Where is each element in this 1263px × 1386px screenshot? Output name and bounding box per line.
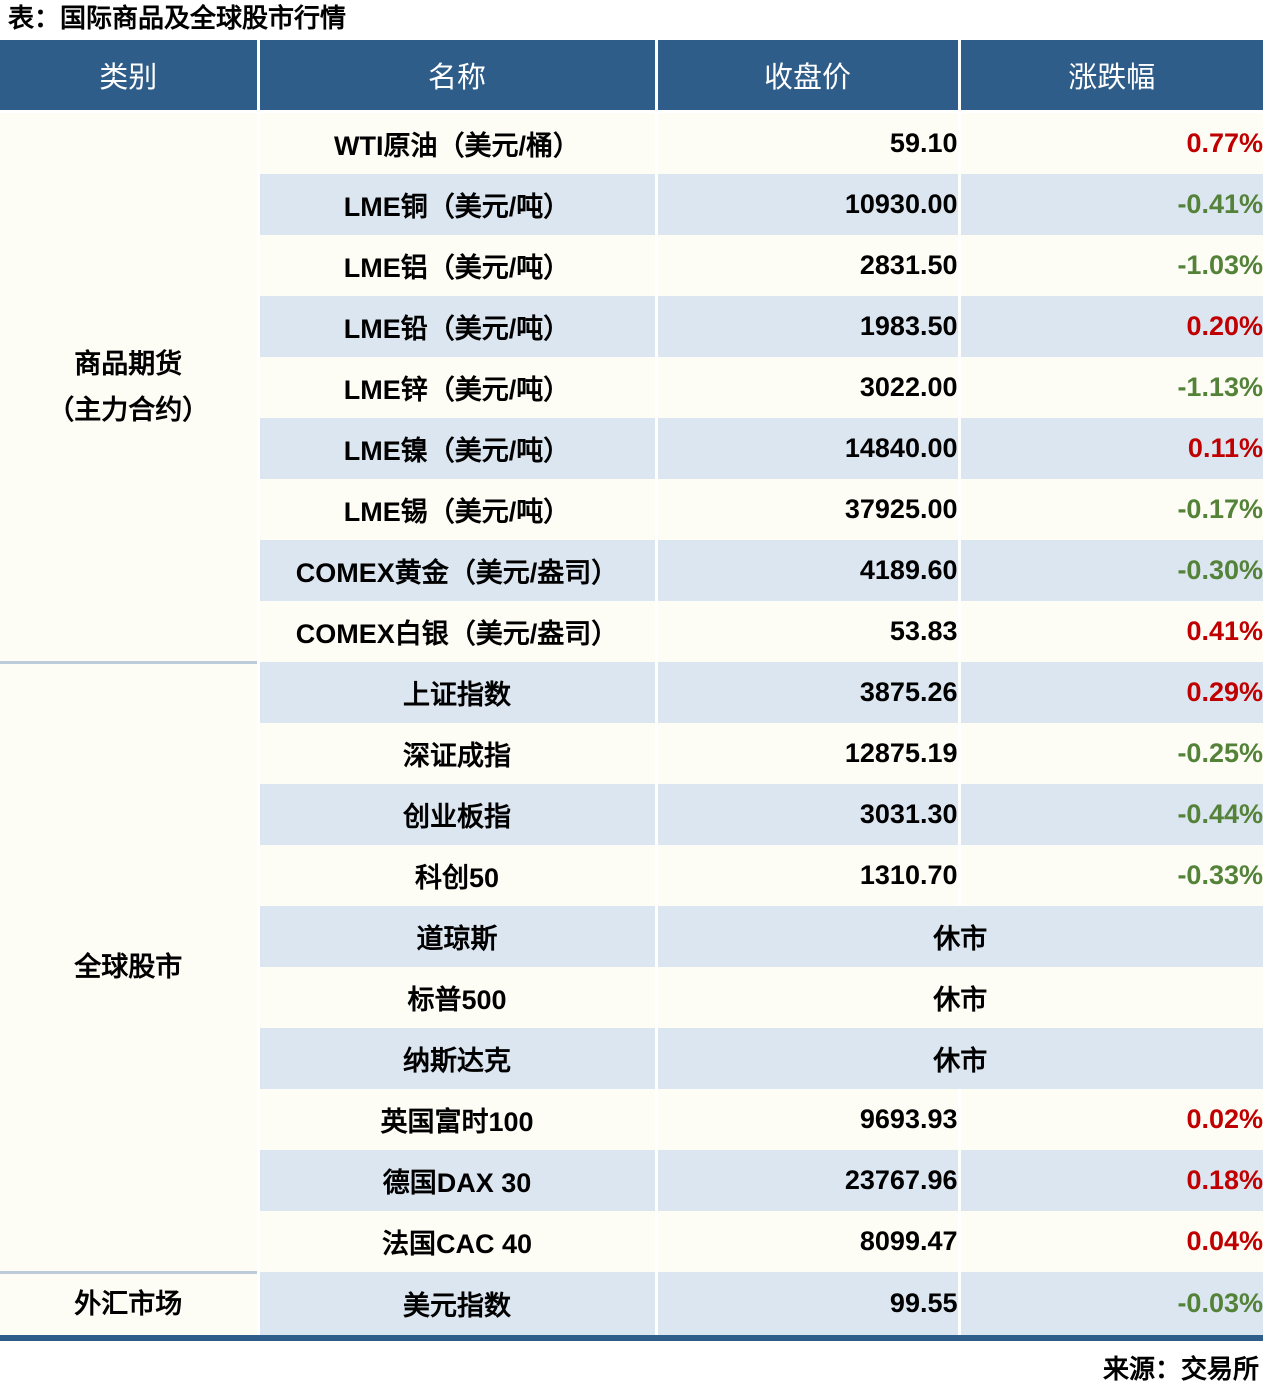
header-name: 名称 [256, 40, 656, 113]
close-price: 9693.93 [654, 1089, 959, 1150]
close-price: 10930.00 [654, 174, 959, 235]
table-row: 道琼斯 休市 [0, 906, 1263, 967]
change-percent: 0.04% [957, 1211, 1263, 1272]
change-percent: -0.03% [957, 1272, 1263, 1338]
table-title: 表：国际商品及全球股市行情 [8, 3, 347, 33]
market-table: 类别 名称 收盘价 涨跌幅 商品期货 （主力合约） WTI原油（美元/桶） 59.1… [0, 40, 1263, 1341]
close-price: 37925.00 [654, 479, 959, 540]
close-price: 99.55 [654, 1272, 959, 1338]
instrument-name: COMEX黄金（美元/盎司） [256, 540, 656, 601]
table-row: COMEX黄金（美元/盎司） 4189.60 -0.30% [0, 540, 1263, 601]
instrument-name: LME铜（美元/吨） [256, 174, 656, 235]
instrument-name: 上证指数 [256, 662, 656, 723]
instrument-name: 英国富时100 [256, 1089, 656, 1150]
change-percent: 0.11% [957, 418, 1263, 479]
close-price: 4189.60 [654, 540, 959, 601]
change-percent: 0.18% [957, 1150, 1263, 1211]
instrument-name: LME镍（美元/吨） [256, 418, 656, 479]
instrument-name: WTI原油（美元/桶） [256, 111, 656, 174]
close-price: 53.83 [654, 601, 959, 662]
table-row: LME锌（美元/吨） 3022.00 -1.13% [0, 357, 1263, 418]
instrument-name: 德国DAX 30 [256, 1150, 656, 1211]
change-percent: 0.77% [957, 111, 1263, 174]
category-cell: 外汇市场 [0, 1270, 258, 1338]
close-price: 8099.47 [654, 1211, 959, 1272]
change-percent: -0.30% [957, 540, 1263, 601]
close-price: 3031.30 [654, 784, 959, 845]
close-price: 2831.50 [654, 235, 959, 296]
instrument-name: 纳斯达克 [256, 1028, 656, 1089]
instrument-name: 法国CAC 40 [256, 1211, 656, 1272]
table-row: 外汇市场 美元指数 99.55 -0.03% [0, 1270, 1263, 1338]
table-row: LME铝（美元/吨） 2831.50 -1.03% [0, 235, 1263, 296]
instrument-name: 美元指数 [256, 1272, 656, 1338]
instrument-name: 道琼斯 [256, 906, 656, 967]
header-change-percent: 涨跌幅 [957, 40, 1263, 113]
table-row: LME铜（美元/吨） 10930.00 -0.41% [0, 174, 1263, 235]
close-price: 59.10 [654, 111, 959, 174]
instrument-name: LME铝（美元/吨） [256, 235, 656, 296]
table-row: 创业板指 3031.30 -0.44% [0, 784, 1263, 845]
table-row: 深证成指 12875.19 -0.25% [0, 723, 1263, 784]
table-row: 全球股市 上证指数 3875.26 0.29% [0, 660, 1263, 1272]
close-price: 1983.50 [654, 296, 959, 357]
table-row: 德国DAX 30 23767.96 0.18% [0, 1150, 1263, 1211]
instrument-name: LME锌（美元/吨） [256, 357, 656, 418]
table-row: COMEX白银（美元/盎司） 53.83 0.41% [0, 601, 1263, 662]
instrument-name: 创业板指 [256, 784, 656, 845]
market-closed-cell: 休市 [654, 906, 1263, 967]
change-percent: -0.44% [957, 784, 1263, 845]
header-category: 类别 [0, 40, 258, 113]
instrument-name: COMEX白银（美元/盎司） [256, 601, 656, 662]
close-price: 3875.26 [654, 662, 959, 723]
table-row: 纳斯达克 休市 [0, 1028, 1263, 1089]
category-cell: 商品期货 （主力合约） [0, 111, 258, 662]
table-row: 商品期货 （主力合约） WTI原油（美元/桶） 59.10 0.77% [0, 111, 1263, 662]
change-percent: -0.41% [957, 174, 1263, 235]
source-note: 来源：交易所 [1102, 1353, 1259, 1384]
market-closed-cell: 休市 [654, 1028, 1263, 1089]
change-percent: -0.25% [957, 723, 1263, 784]
close-price: 14840.00 [654, 418, 959, 479]
change-percent: 0.29% [957, 662, 1263, 723]
table-row: 法国CAC 40 8099.47 0.04% [0, 1211, 1263, 1272]
category-cell: 全球股市 [0, 660, 258, 1272]
change-percent: 0.02% [957, 1089, 1263, 1150]
change-percent: -0.33% [957, 845, 1263, 906]
header-close-price: 收盘价 [654, 40, 959, 113]
table-body: 商品期货 （主力合约） WTI原油（美元/桶） 59.10 0.77% LME铜（美元/… [0, 111, 1263, 1338]
table-row: 科创50 1310.70 -0.33% [0, 845, 1263, 906]
change-percent: -1.13% [957, 357, 1263, 418]
change-percent: 0.20% [957, 296, 1263, 357]
market-closed-cell: 休市 [654, 967, 1263, 1028]
close-price: 1310.70 [654, 845, 959, 906]
instrument-name: LME锡（美元/吨） [256, 479, 656, 540]
instrument-name: 深证成指 [256, 723, 656, 784]
change-percent: 0.41% [957, 601, 1263, 662]
close-price: 12875.19 [654, 723, 959, 784]
table-row: LME铅（美元/吨） 1983.50 0.20% [0, 296, 1263, 357]
table-row: 标普500 休市 [0, 967, 1263, 1028]
table-row: LME镍（美元/吨） 14840.00 0.11% [0, 418, 1263, 479]
header-row: 类别 名称 收盘价 涨跌幅 [0, 40, 1263, 113]
close-price: 23767.96 [654, 1150, 959, 1211]
instrument-name: 科创50 [256, 845, 656, 906]
close-price: 3022.00 [654, 357, 959, 418]
table-row: 英国富时100 9693.93 0.02% [0, 1089, 1263, 1150]
instrument-name: LME铅（美元/吨） [256, 296, 656, 357]
instrument-name: 标普500 [256, 967, 656, 1028]
change-percent: -0.17% [957, 479, 1263, 540]
table-row: LME锡（美元/吨） 37925.00 -0.17% [0, 479, 1263, 540]
change-percent: -1.03% [957, 235, 1263, 296]
